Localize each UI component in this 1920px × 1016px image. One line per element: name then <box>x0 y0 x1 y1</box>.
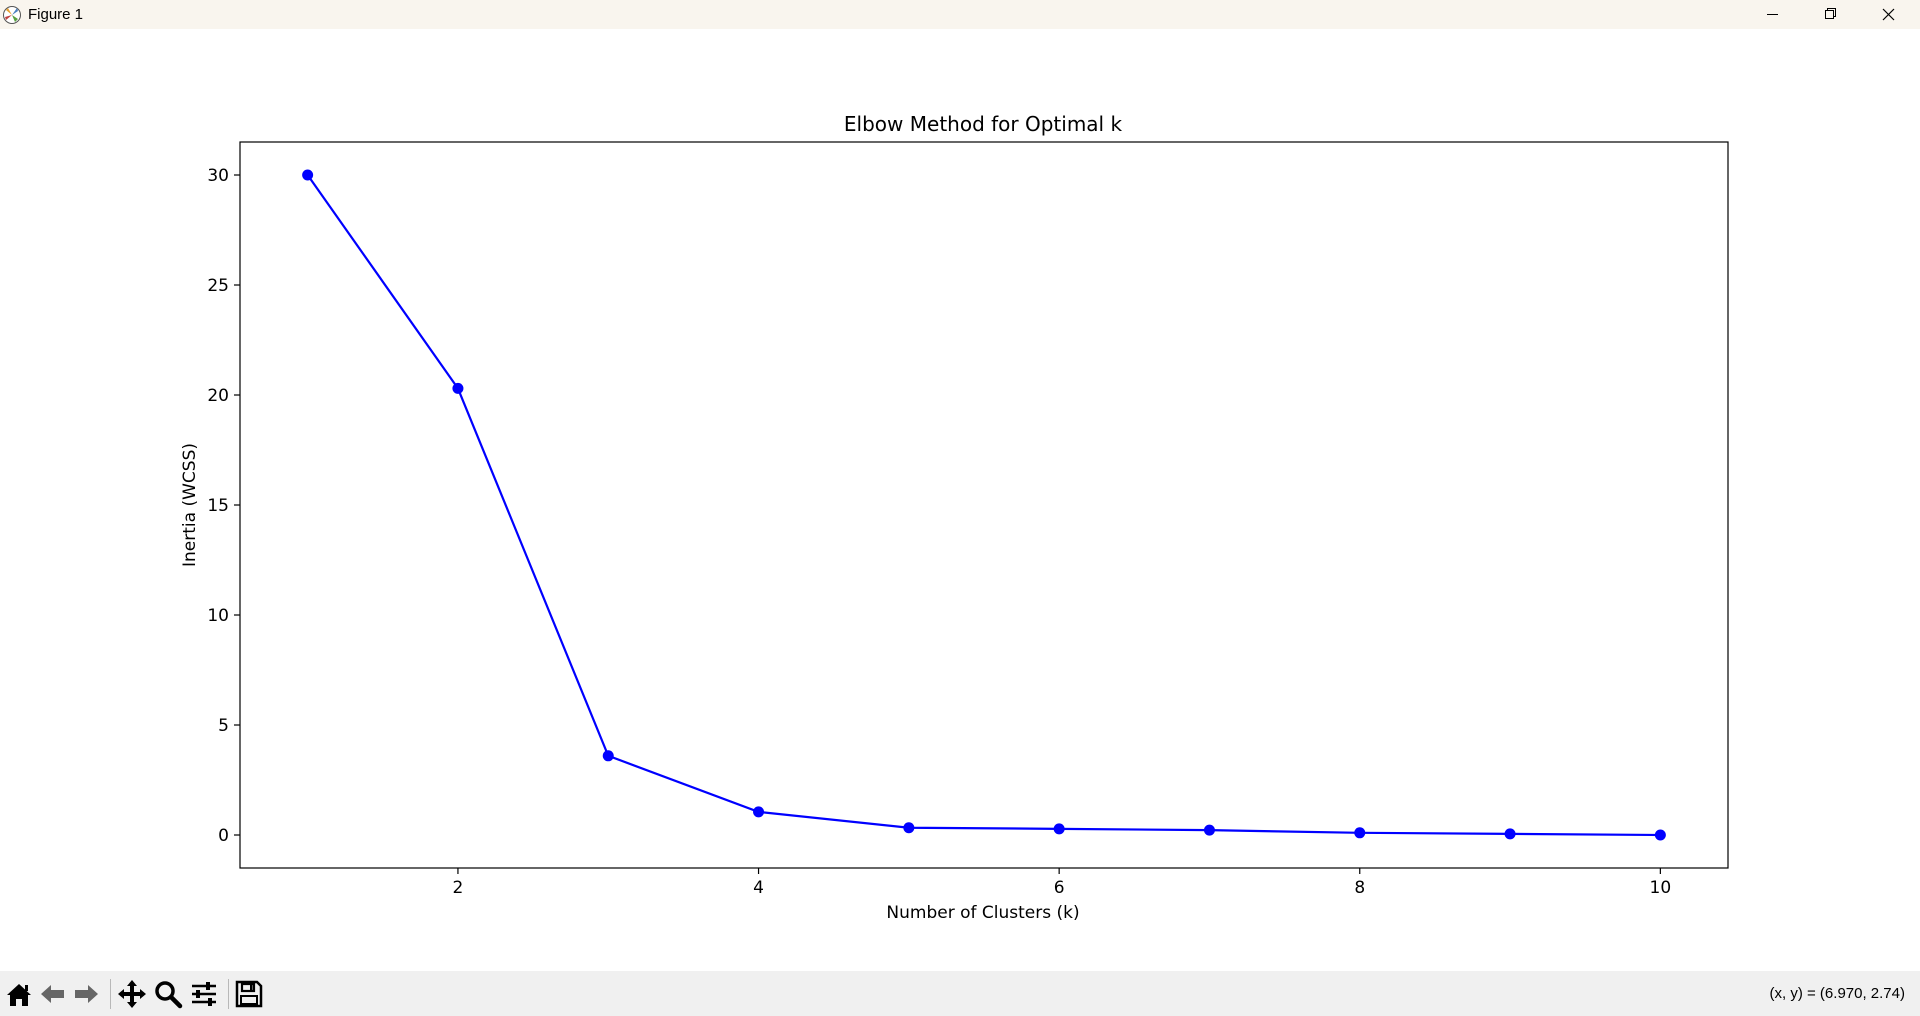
y-axis: 0 5 10 15 20 25 30 <box>207 166 240 846</box>
pan-button[interactable] <box>116 978 148 1010</box>
x-tick-label: 10 <box>1650 878 1672 898</box>
home-icon <box>7 984 31 1006</box>
data-point <box>1504 828 1516 840</box>
data-point <box>602 750 614 762</box>
data-point <box>1203 824 1215 836</box>
y-tick-label: 25 <box>207 276 229 296</box>
configure-subplots-button[interactable] <box>188 978 220 1010</box>
data-point <box>452 382 464 394</box>
zoom-icon <box>155 981 183 1009</box>
app-icon <box>3 6 21 24</box>
close-icon <box>1882 8 1895 21</box>
toolbar-separator <box>110 979 111 1009</box>
y-axis-label: Inertia (WCSS) <box>180 443 200 567</box>
save-icon <box>235 980 263 1008</box>
zoom-button[interactable] <box>152 978 184 1010</box>
forward-icon <box>75 985 98 1003</box>
toolbar-separator <box>228 979 229 1009</box>
y-tick-label: 30 <box>207 166 229 186</box>
figure-canvas[interactable]: Elbow Method for Optimal k 0 5 10 15 20 25 30 … <box>0 29 1920 971</box>
y-tick-label: 5 <box>218 716 229 736</box>
navigation-toolbar: (x, y) = (6.970, 2.74) <box>0 971 1920 1016</box>
window-titlebar: Figure 1 <box>0 0 1920 29</box>
home-button[interactable] <box>3 978 35 1010</box>
restore-icon <box>1825 8 1836 19</box>
x-tick-label: 6 <box>1054 878 1065 898</box>
x-axis: 2 4 6 8 10 <box>453 868 1672 898</box>
configure-subplots-icon <box>192 982 216 1006</box>
y-tick-label: 0 <box>218 826 229 846</box>
x-tick-label: 8 <box>1354 878 1365 898</box>
data-point <box>753 806 765 818</box>
x-axis-label: Number of Clusters (k) <box>886 903 1079 923</box>
x-tick-label: 2 <box>453 878 464 898</box>
cursor-coordinates: (x, y) = (6.970, 2.74) <box>1769 985 1905 1002</box>
data-point <box>1654 829 1666 841</box>
series-layer <box>302 169 1666 841</box>
chart: Elbow Method for Optimal k 051015202530 … <box>180 112 1729 923</box>
y-tick-label: 20 <box>207 386 229 406</box>
forward-button[interactable] <box>70 978 102 1010</box>
minimize-icon <box>1767 14 1778 15</box>
data-point <box>1053 823 1065 835</box>
y-tick-label: 10 <box>207 606 229 626</box>
close-button[interactable] <box>1859 0 1917 29</box>
save-button[interactable] <box>233 978 265 1010</box>
y-tick-label: 15 <box>207 496 229 516</box>
data-point <box>302 169 314 181</box>
back-icon <box>41 985 64 1003</box>
data-point <box>1354 827 1366 839</box>
x-tick-label: 4 <box>753 878 764 898</box>
restore-button[interactable] <box>1801 0 1859 29</box>
pan-icon <box>118 980 146 1008</box>
plot-area <box>239 141 1729 869</box>
back-button[interactable] <box>37 978 69 1010</box>
series-line <box>306 174 1661 837</box>
data-point <box>903 822 915 834</box>
chart-title: Elbow Method for Optimal k <box>844 112 1123 136</box>
window-title: Figure 1 <box>28 6 84 23</box>
minimize-button[interactable] <box>1743 0 1801 29</box>
